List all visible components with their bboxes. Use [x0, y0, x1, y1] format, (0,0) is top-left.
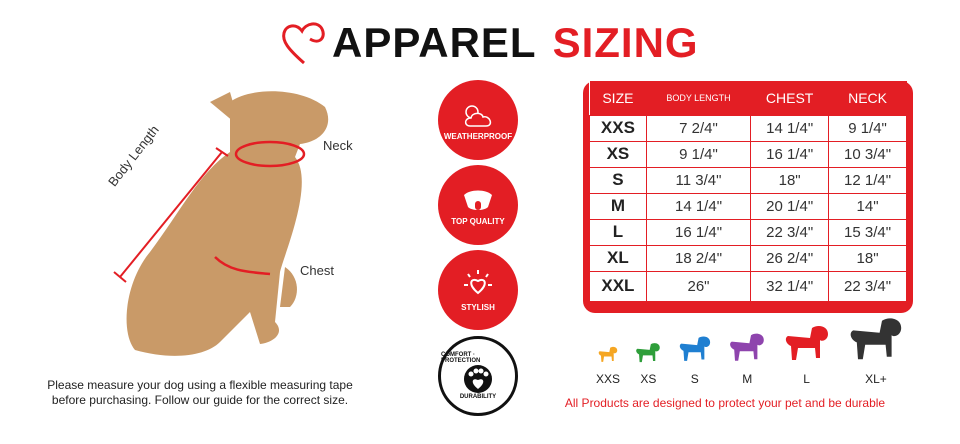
chest-cell: 22 3/4" — [750, 218, 830, 246]
neck-cell: 14" — [828, 192, 907, 220]
neck-label: Neck — [323, 138, 353, 153]
page-title: APPAREL SIZING — [280, 18, 699, 68]
neck-cell: 10 3/4" — [828, 140, 907, 168]
badge-label: TOP QUALITY — [451, 216, 505, 226]
dog-silhouette-icon — [730, 333, 764, 361]
dog-silhouette-icon — [598, 347, 618, 363]
chest-label: Chest — [300, 263, 334, 278]
dog-size-label: M — [742, 372, 753, 386]
dog-size-label: XS — [640, 372, 657, 386]
title-apparel: APPAREL — [332, 19, 537, 66]
dog-size-label: S — [690, 372, 699, 386]
body-length-cell: 7 2/4" — [645, 114, 752, 142]
dog-size-silhouettes: XXS XS S M L XL+ — [596, 316, 906, 386]
neck-cell: 9 1/4" — [828, 114, 907, 142]
dog-silhouette-icon — [785, 326, 828, 360]
dog-size-xs: XS — [634, 342, 662, 386]
chest-cell: 20 1/4" — [750, 192, 830, 220]
badge-label: STYLISH — [461, 302, 495, 312]
title-sizing: SIZING — [552, 19, 699, 66]
table-row: XXS 7 2/4" 14 1/4" 9 1/4" — [589, 114, 907, 142]
size-cell: M — [589, 192, 647, 220]
size-cell: L — [589, 218, 647, 246]
dog-size-label: L — [803, 372, 810, 386]
chest-cell: 26 2/4" — [750, 244, 830, 272]
badge-comfort-protection-durability: COMFORT · PROTECTION DURABILITY — [438, 336, 518, 416]
dog-size-l: L — [782, 324, 832, 386]
dog-size-xl-plus: XL+ — [846, 316, 906, 386]
body-length-cell: 16 1/4" — [645, 218, 752, 246]
badge-bottom-text: DURABILITY — [459, 394, 497, 400]
badge-stylish: STYLISH — [438, 250, 518, 330]
size-cell: XS — [589, 140, 647, 168]
dog-silhouette-icon — [850, 318, 902, 360]
badge-label: WEATHERPROOF — [443, 131, 513, 141]
neck-cell: 15 3/4" — [828, 218, 907, 246]
header-neck: NECK — [828, 81, 907, 115]
neck-cell: 12 1/4" — [828, 166, 907, 194]
table-row: L 16 1/4" 22 3/4" 15 3/4" — [589, 218, 907, 246]
neck-cell: 22 3/4" — [828, 270, 907, 302]
chest-cell: 32 1/4" — [750, 270, 830, 302]
chest-cell: 16 1/4" — [750, 140, 830, 168]
dog-measurement-diagram — [113, 91, 329, 356]
dog-size-label: XXS — [596, 372, 621, 386]
dog-silhouette-icon — [636, 342, 661, 362]
table-row: M 14 1/4" 20 1/4" 14" — [589, 192, 907, 220]
heart-sun-icon — [464, 269, 492, 294]
chest-cell: 18" — [750, 166, 830, 194]
table-row: S 11 3/4" 18" 12 1/4" — [589, 166, 907, 194]
dog-silhouette-icon — [679, 336, 710, 362]
body-length-cell: 26" — [645, 270, 752, 302]
badge-top-quality: TOP QUALITY — [438, 165, 518, 245]
neck-cell: 18" — [828, 244, 907, 272]
header-size: SIZE — [589, 81, 647, 115]
sun-cloud-icon — [464, 104, 492, 127]
dog-face-icon — [464, 190, 492, 210]
size-chart-table: SIZE BODY LENGTH CHEST NECK XXS 7 2/4" 14 … — [583, 81, 913, 313]
table-row: XL 18 2/4" 26 2/4" 18" — [589, 244, 907, 272]
body-length-cell: 14 1/4" — [645, 192, 752, 220]
size-cell: XL — [589, 244, 647, 272]
header-chest: CHEST — [750, 81, 829, 115]
size-cell: XXL — [589, 270, 647, 302]
size-cell: XXS — [589, 114, 647, 142]
footer-tagline: All Products are designed to protect you… — [564, 396, 886, 410]
badge-top-text: COMFORT · PROTECTION — [441, 352, 481, 364]
dog-size-xxs: XXS — [596, 346, 620, 386]
dog-size-m: M — [727, 332, 767, 386]
badge-weatherproof: WEATHERPROOF — [438, 80, 518, 160]
measure-caption: Please measure your dog using a flexible… — [47, 378, 353, 407]
paw-heart-icon — [464, 365, 492, 393]
heart-icon — [282, 22, 325, 65]
table-row: XS 9 1/4" 16 1/4" 10 3/4" — [589, 140, 907, 168]
body-length-cell: 11 3/4" — [645, 166, 752, 194]
chest-cell: 14 1/4" — [750, 114, 830, 142]
size-cell: S — [589, 166, 647, 194]
body-length-cell: 9 1/4" — [645, 140, 752, 168]
header-body-length: BODY LENGTH — [646, 81, 751, 115]
dog-size-label: XL+ — [865, 372, 887, 386]
dog-size-s: S — [677, 335, 713, 386]
body-length-cell: 18 2/4" — [645, 244, 752, 272]
table-row: XXL 26" 32 1/4" 22 3/4" — [589, 270, 907, 302]
